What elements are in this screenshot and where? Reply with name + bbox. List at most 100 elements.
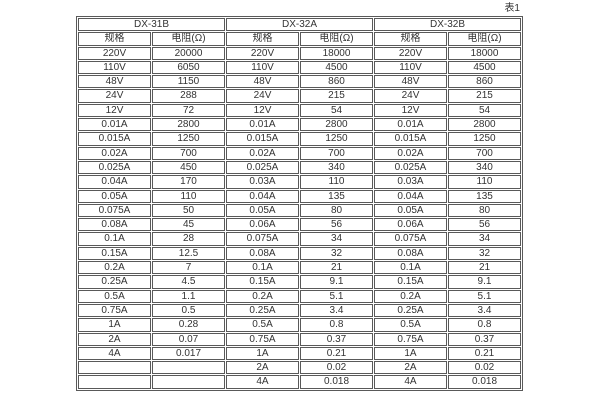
spec-cell: 0.015A [78,132,151,146]
spec-cell: 0.01A [374,118,447,132]
spec-cell: 0.075A [374,232,447,246]
resistance-cell: 4500 [300,60,373,75]
resistance-cell: 0.21 [448,346,521,361]
spec-cell: 12V [374,103,447,118]
table-row: 0.02A 700 0.02A 700 0.02A 700 [78,146,521,160]
resistance-cell: 32 [448,246,521,261]
spec-cell: 0.15A [78,246,151,261]
resistance-cell: 0.02 [300,361,373,375]
resistance-cell: 215 [300,89,373,103]
spec-cell: 0.02A [78,146,151,160]
spec-cell: 0.15A [374,275,447,289]
resistance-cell: 6050 [152,60,225,75]
resistance-cell: 34 [448,232,521,246]
resistance-cell: 135 [300,189,373,203]
resistance-cell: 0.8 [448,318,521,332]
resistance-cell: 56 [448,218,521,232]
table-row: 4A 0.017 1A 0.21 1A 0.21 [78,346,521,361]
spec-cell: 0.25A [78,275,151,289]
spec-cell: 0.1A [226,261,299,275]
spec-cell: 2A [226,361,299,375]
spec-cell: 0.05A [78,189,151,203]
table-row: 24V 288 24V 215 24V 215 [78,89,521,103]
spec-cell: 0.75A [374,332,447,346]
spec-cell: 0.2A [374,289,447,303]
resistance-cell [152,361,225,375]
spec-cell: 24V [374,89,447,103]
spec-cell: 0.25A [226,303,299,318]
spec-cell: 0.02A [374,146,447,160]
resistance-cell: 0.5 [152,303,225,318]
resistance-cell: 5.1 [448,289,521,303]
resistance-cell: 1250 [300,132,373,146]
spec-cell: 2A [78,332,151,346]
table-row: 0.04A 170 0.03A 110 0.03A 110 [78,175,521,189]
spec-cell: 4A [374,375,447,389]
table-row: 0.075A 50 0.05A 80 0.05A 80 [78,203,521,218]
resistance-cell: 0.8 [300,318,373,332]
relay-resistance-table: DX-31B DX-32A DX-32B 规格 电阻(Ω) 规格 电阻(Ω) 规… [76,16,523,391]
table-row: 0.75A 0.5 0.25A 3.4 0.25A 3.4 [78,303,521,318]
resistance-cell: 0.018 [300,375,373,389]
resistance-cell: 340 [448,160,521,175]
resistance-cell: 340 [300,160,373,175]
table-row: 0.5A 1.1 0.2A 5.1 0.2A 5.1 [78,289,521,303]
spec-cell: 0.025A [78,160,151,175]
spec-cell: 48V [374,75,447,89]
spec-cell: 0.015A [374,132,447,146]
spec-cell: 48V [78,75,151,89]
spec-cell: 0.01A [78,118,151,132]
spec-cell: 0.08A [226,246,299,261]
resistance-cell: 45 [152,218,225,232]
table-row: 48V 1150 48V 860 48V 860 [78,75,521,89]
table-row: 0.015A 1250 0.015A 1250 0.015A 1250 [78,132,521,146]
resistance-cell [152,375,225,389]
resistance-cell: 135 [448,189,521,203]
spec-cell: 0.025A [226,160,299,175]
spec-cell: 0.02A [226,146,299,160]
spec-cell: 0.03A [226,175,299,189]
spec-column-header: 规格 [78,32,151,46]
table-row: 2A 0.02 2A 0.02 [78,361,521,375]
spec-cell: 0.2A [226,289,299,303]
spec-cell: 48V [226,75,299,89]
resistance-cell: 80 [300,203,373,218]
resistance-cell: 18000 [300,46,373,60]
table-caption: 表1 [504,3,520,14]
resistance-cell: 0.37 [448,332,521,346]
table-body: 220V 20000 220V 18000 220V 18000 110V 6050 110V 4… [78,46,521,389]
resistance-cell: 1.1 [152,289,225,303]
resistance-cell: 1250 [152,132,225,146]
resistance-cell: 1150 [152,75,225,89]
resistance-cell: 34 [300,232,373,246]
spec-cell: 1A [78,318,151,332]
resistance-table-container: 表1 DX-31B DX-32A DX-32B 规格 电阻(Ω) 规格 电阻(Ω… [76,2,523,391]
table-row: 2A 0.07 0.75A 0.37 0.75A 0.37 [78,332,521,346]
spec-cell: 0.2A [78,261,151,275]
table-row: 0.25A 4.5 0.15A 9.1 0.15A 9.1 [78,275,521,289]
spec-cell: 220V [78,46,151,60]
resistance-cell: 9.1 [448,275,521,289]
spec-cell [78,375,151,389]
resistance-cell: 110 [152,189,225,203]
table-row: 0.05A 110 0.04A 135 0.04A 135 [78,189,521,203]
spec-cell: 0.5A [78,289,151,303]
resistance-cell: 0.02 [448,361,521,375]
spec-cell: 24V [78,89,151,103]
spec-cell: 0.1A [78,232,151,246]
spec-cell: 1A [226,346,299,361]
spec-cell: 0.1A [374,261,447,275]
spec-cell: 0.075A [226,232,299,246]
resistance-cell: 50 [152,203,225,218]
resistance-cell: 0.07 [152,332,225,346]
spec-cell: 0.04A [78,175,151,189]
table-row: 0.15A 12.5 0.08A 32 0.08A 32 [78,246,521,261]
spec-cell: 0.06A [226,218,299,232]
resistance-cell: 5.1 [300,289,373,303]
spec-cell: 24V [226,89,299,103]
spec-cell: 110V [226,60,299,75]
spec-cell: 0.025A [374,160,447,175]
resistance-cell: 2800 [300,118,373,132]
resistance-cell: 21 [300,261,373,275]
resistance-cell: 860 [448,75,521,89]
